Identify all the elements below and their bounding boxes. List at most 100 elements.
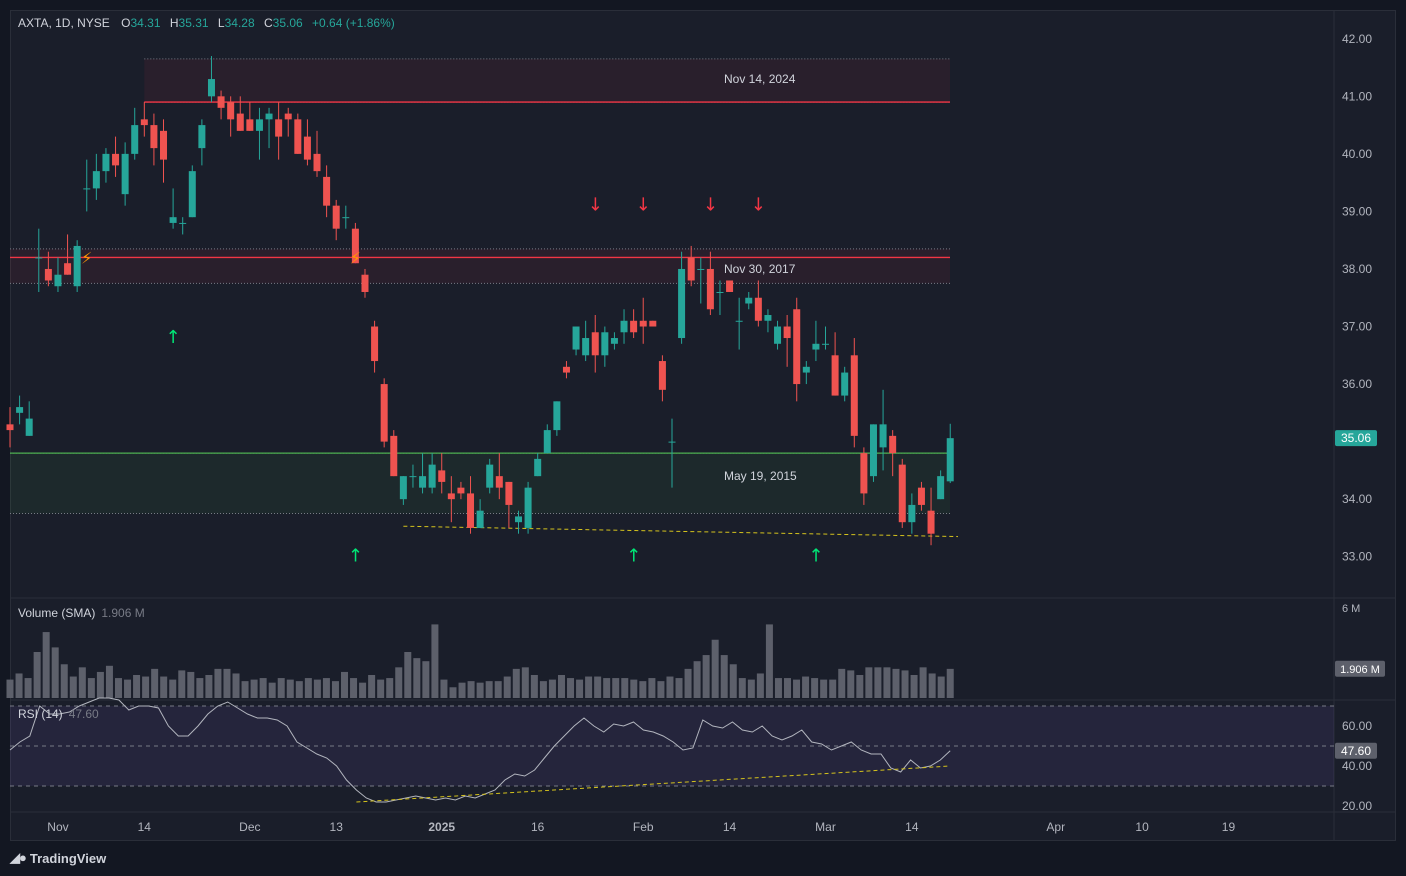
candle-up <box>83 188 91 190</box>
chart-frame <box>10 10 1396 841</box>
zone-label: Nov 30, 2017 <box>724 262 796 276</box>
candle-up <box>524 487 532 528</box>
price-tick-label: 36.00 <box>1342 377 1372 391</box>
volume-bar <box>512 668 520 698</box>
low-label: L <box>217 16 225 30</box>
rsi-pane-title[interactable]: RSI (14) 47.60 <box>18 707 99 721</box>
volume-bar <box>576 679 584 698</box>
candle-down <box>275 119 283 137</box>
price-tick-label: 34.00 <box>1342 492 1372 506</box>
volume-bar <box>359 682 367 698</box>
volume-bar <box>820 679 828 698</box>
candle-down <box>898 464 906 523</box>
volume-pane-title[interactable]: Volume (SMA) 1.906 M <box>18 606 145 620</box>
volume-bar <box>802 676 810 698</box>
volume-bar <box>693 661 701 698</box>
volume-bar <box>720 655 728 698</box>
symbol-name[interactable]: AXTA, 1D, NYSE <box>18 16 110 30</box>
volume-bar <box>295 681 303 698</box>
last-price-badge <box>1335 430 1377 447</box>
volume-bar <box>196 678 204 698</box>
volume-bar <box>205 675 213 698</box>
rsi-value: 47.60 <box>68 707 99 721</box>
volume-bar <box>114 678 122 698</box>
candle-up <box>35 257 43 259</box>
candle-up <box>572 326 580 350</box>
candle-up <box>188 171 196 218</box>
candle-up <box>255 119 263 131</box>
candle-up <box>908 504 916 523</box>
volume-bar <box>783 678 791 698</box>
candle-down <box>236 113 244 131</box>
volume-bar <box>946 668 954 698</box>
volume-bar <box>169 679 177 698</box>
volume-bar <box>476 682 484 698</box>
volume-bar <box>395 667 403 698</box>
volume-bar <box>322 678 330 698</box>
buy-arrow-icon: ↑ <box>626 546 641 567</box>
candle-up <box>399 476 407 500</box>
rsi-band <box>10 706 1334 786</box>
sell-arrow-icon: ↓ <box>751 195 766 216</box>
volume-bar <box>630 679 638 698</box>
candle-up <box>92 171 100 189</box>
brand-name: TradingView <box>29 850 107 866</box>
candle-up <box>265 113 273 120</box>
sell-arrow-icon: ↓ <box>703 195 718 216</box>
candle-up <box>601 332 609 356</box>
candle-down <box>361 274 369 292</box>
candle-down <box>438 470 446 482</box>
rsi-tick-label: 20.00 <box>1342 799 1372 813</box>
zone-label: May 19, 2015 <box>724 469 797 483</box>
volume-bar <box>702 655 710 698</box>
volume-bar <box>738 678 746 698</box>
candle-up <box>822 343 830 345</box>
candle-up <box>802 366 810 373</box>
candle-up <box>102 153 110 172</box>
candle-up <box>409 476 417 478</box>
volume-bar <box>892 668 900 698</box>
candle-down <box>44 268 52 281</box>
volume-bar <box>530 675 538 698</box>
candle-up <box>428 464 436 488</box>
zone-label: Nov 14, 2024 <box>724 72 796 86</box>
high-value: 35.31 <box>178 16 209 30</box>
candle-down <box>687 257 695 281</box>
volume-bar <box>124 679 132 698</box>
tradingview-logo[interactable]: ◢● TradingView <box>10 850 106 866</box>
candle-down <box>783 326 791 339</box>
volume-bar <box>585 676 593 698</box>
volume-bar <box>87 678 95 698</box>
volume-bar <box>96 671 104 698</box>
volume-value: 1.906 M <box>101 606 145 620</box>
volume-bar <box>78 667 86 698</box>
volume-bar <box>684 668 692 698</box>
candle-up <box>879 424 887 448</box>
volume-bar <box>729 664 737 698</box>
time-tick-label: 14 <box>723 820 737 834</box>
volume-bar <box>910 675 918 698</box>
volume-bar <box>313 679 321 698</box>
volume-bar <box>811 678 819 698</box>
time-tick-label: 13 <box>330 820 344 834</box>
volume-bar <box>223 668 231 698</box>
candle-down <box>160 130 168 160</box>
high-label: H <box>169 16 179 30</box>
candle-up <box>697 268 705 270</box>
volume-bar <box>431 624 439 698</box>
candle-up <box>553 401 561 431</box>
time-tick-label: 14 <box>905 820 919 834</box>
rsi-badge-value: 47.60 <box>1341 744 1371 758</box>
last-price-value: 35.06 <box>1341 431 1371 445</box>
volume-bar <box>440 679 448 698</box>
time-tick-label: Dec <box>239 820 260 834</box>
volume-bar <box>521 667 529 698</box>
candle-up <box>620 320 628 333</box>
candle-up <box>668 441 676 443</box>
time-tick-label: 10 <box>1135 820 1149 834</box>
volume-bar <box>847 670 855 698</box>
volume-bar <box>901 670 909 698</box>
candle-up <box>735 320 743 322</box>
volume-bar <box>69 676 77 698</box>
